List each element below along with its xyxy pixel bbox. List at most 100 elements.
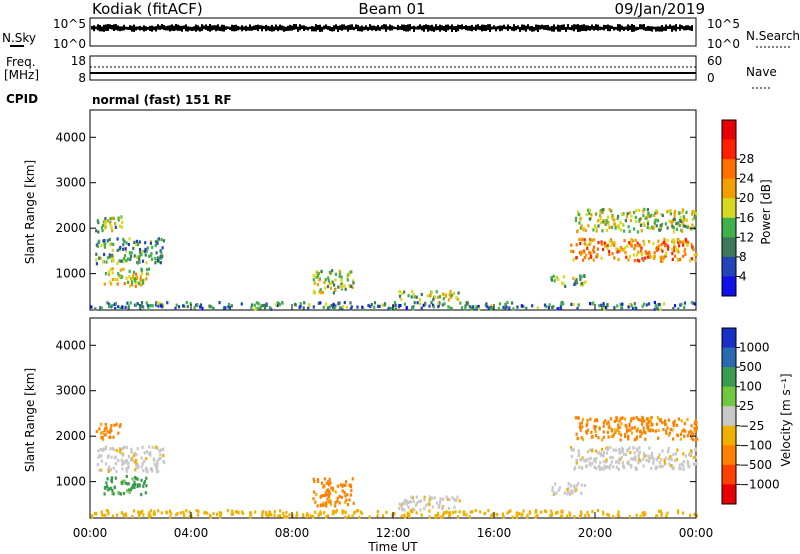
velocity-ytick-label: 1000 — [55, 475, 86, 489]
power-cell — [362, 307, 365, 311]
velocity-cell — [120, 458, 123, 462]
power-cell — [337, 285, 340, 289]
power-cell — [312, 290, 315, 294]
velocity-cell — [571, 491, 574, 495]
velocity-cell — [108, 487, 111, 491]
velocity-cell — [110, 455, 113, 459]
power-cell — [627, 258, 630, 262]
velocity-cell — [312, 477, 315, 481]
power-cell — [673, 245, 676, 249]
velocity-cell — [652, 429, 655, 433]
power-cell — [624, 219, 627, 223]
velocity-cell — [676, 433, 680, 438]
power-cell — [681, 229, 684, 233]
power-cell — [512, 307, 515, 311]
power-cell — [677, 238, 681, 242]
velocity-cell — [101, 437, 104, 441]
velocity-cell — [604, 465, 607, 469]
power-cell — [585, 212, 588, 217]
power-cell — [218, 301, 221, 305]
velocity-cell — [99, 448, 102, 452]
velocity-cell — [360, 511, 364, 516]
velocity-cell — [451, 496, 454, 500]
velocity-cell — [107, 454, 110, 458]
power-cell — [157, 304, 160, 308]
velocity-cell — [226, 509, 230, 513]
power-cell — [634, 238, 637, 242]
velocity-cell — [637, 417, 640, 421]
velocity-cell — [559, 514, 562, 518]
power-cell — [613, 306, 616, 310]
velocity-cell — [406, 511, 409, 515]
power-cell — [155, 258, 158, 262]
power-cell — [450, 293, 453, 297]
power-cell — [125, 241, 128, 245]
velocity-cell — [132, 454, 136, 458]
power-cell — [102, 260, 105, 264]
power-cell — [151, 245, 154, 249]
power-cell — [632, 253, 635, 257]
velocity-cell — [607, 420, 610, 424]
velocity-cell — [641, 511, 644, 515]
power-cell — [139, 279, 142, 283]
power-cell — [634, 215, 637, 219]
power-cell — [263, 306, 267, 310]
velocity-cell — [121, 453, 124, 457]
power-cell — [560, 301, 563, 305]
velocity-cell — [339, 483, 342, 487]
velocity-cell — [650, 451, 654, 455]
power-colorbar-segment — [722, 217, 736, 238]
power-cell — [281, 301, 284, 305]
power-cell — [613, 256, 616, 260]
velocity-cell — [344, 483, 347, 487]
power-cell — [592, 248, 595, 252]
power-cell — [692, 301, 695, 305]
power-cell — [175, 303, 178, 307]
velocity-cell — [662, 427, 665, 432]
velocity-cell — [647, 428, 650, 432]
velocity-cell — [589, 417, 592, 421]
velocity-cell — [179, 511, 182, 515]
velocity-cell — [589, 463, 592, 467]
velocity-cell — [329, 481, 332, 485]
velocity-cell — [692, 438, 695, 442]
velocity-cell — [209, 515, 212, 519]
power-cell — [511, 301, 514, 305]
power-cell — [597, 219, 600, 223]
power-cell — [582, 258, 585, 262]
x-tick-label: 16:00 — [477, 526, 512, 540]
power-cell — [672, 230, 675, 234]
velocity-cell — [581, 437, 584, 441]
velocity-cell — [376, 514, 379, 518]
velocity-cell — [528, 510, 531, 514]
power-cell — [672, 239, 675, 243]
velocity-cell — [442, 513, 445, 517]
power-cell — [674, 254, 677, 258]
velocity-cell — [490, 514, 493, 518]
power-cell — [361, 305, 364, 309]
velocity-cell — [688, 452, 691, 456]
power-cell — [334, 278, 337, 282]
power-cell — [545, 304, 548, 309]
power-cell — [605, 219, 608, 223]
velocity-cell — [568, 492, 572, 496]
power-cell — [96, 244, 99, 248]
velocity-cell — [575, 432, 578, 436]
power-cell — [642, 213, 645, 217]
velocity-cell — [679, 437, 682, 441]
velocity-cell — [675, 458, 678, 462]
velocity-cell — [566, 514, 569, 518]
power-cell — [110, 257, 113, 261]
power-cell — [138, 248, 142, 252]
velocity-cell — [686, 434, 689, 438]
power-cell — [411, 307, 415, 311]
velocity-cell — [621, 416, 624, 420]
power-cell — [128, 275, 131, 279]
power-cell — [684, 241, 688, 245]
velocity-cell — [602, 460, 605, 464]
power-cell — [665, 243, 668, 247]
velocity-cell — [114, 461, 117, 466]
velocity-cell — [446, 497, 450, 501]
velocity-cell — [447, 511, 450, 515]
power-cell — [573, 282, 576, 286]
